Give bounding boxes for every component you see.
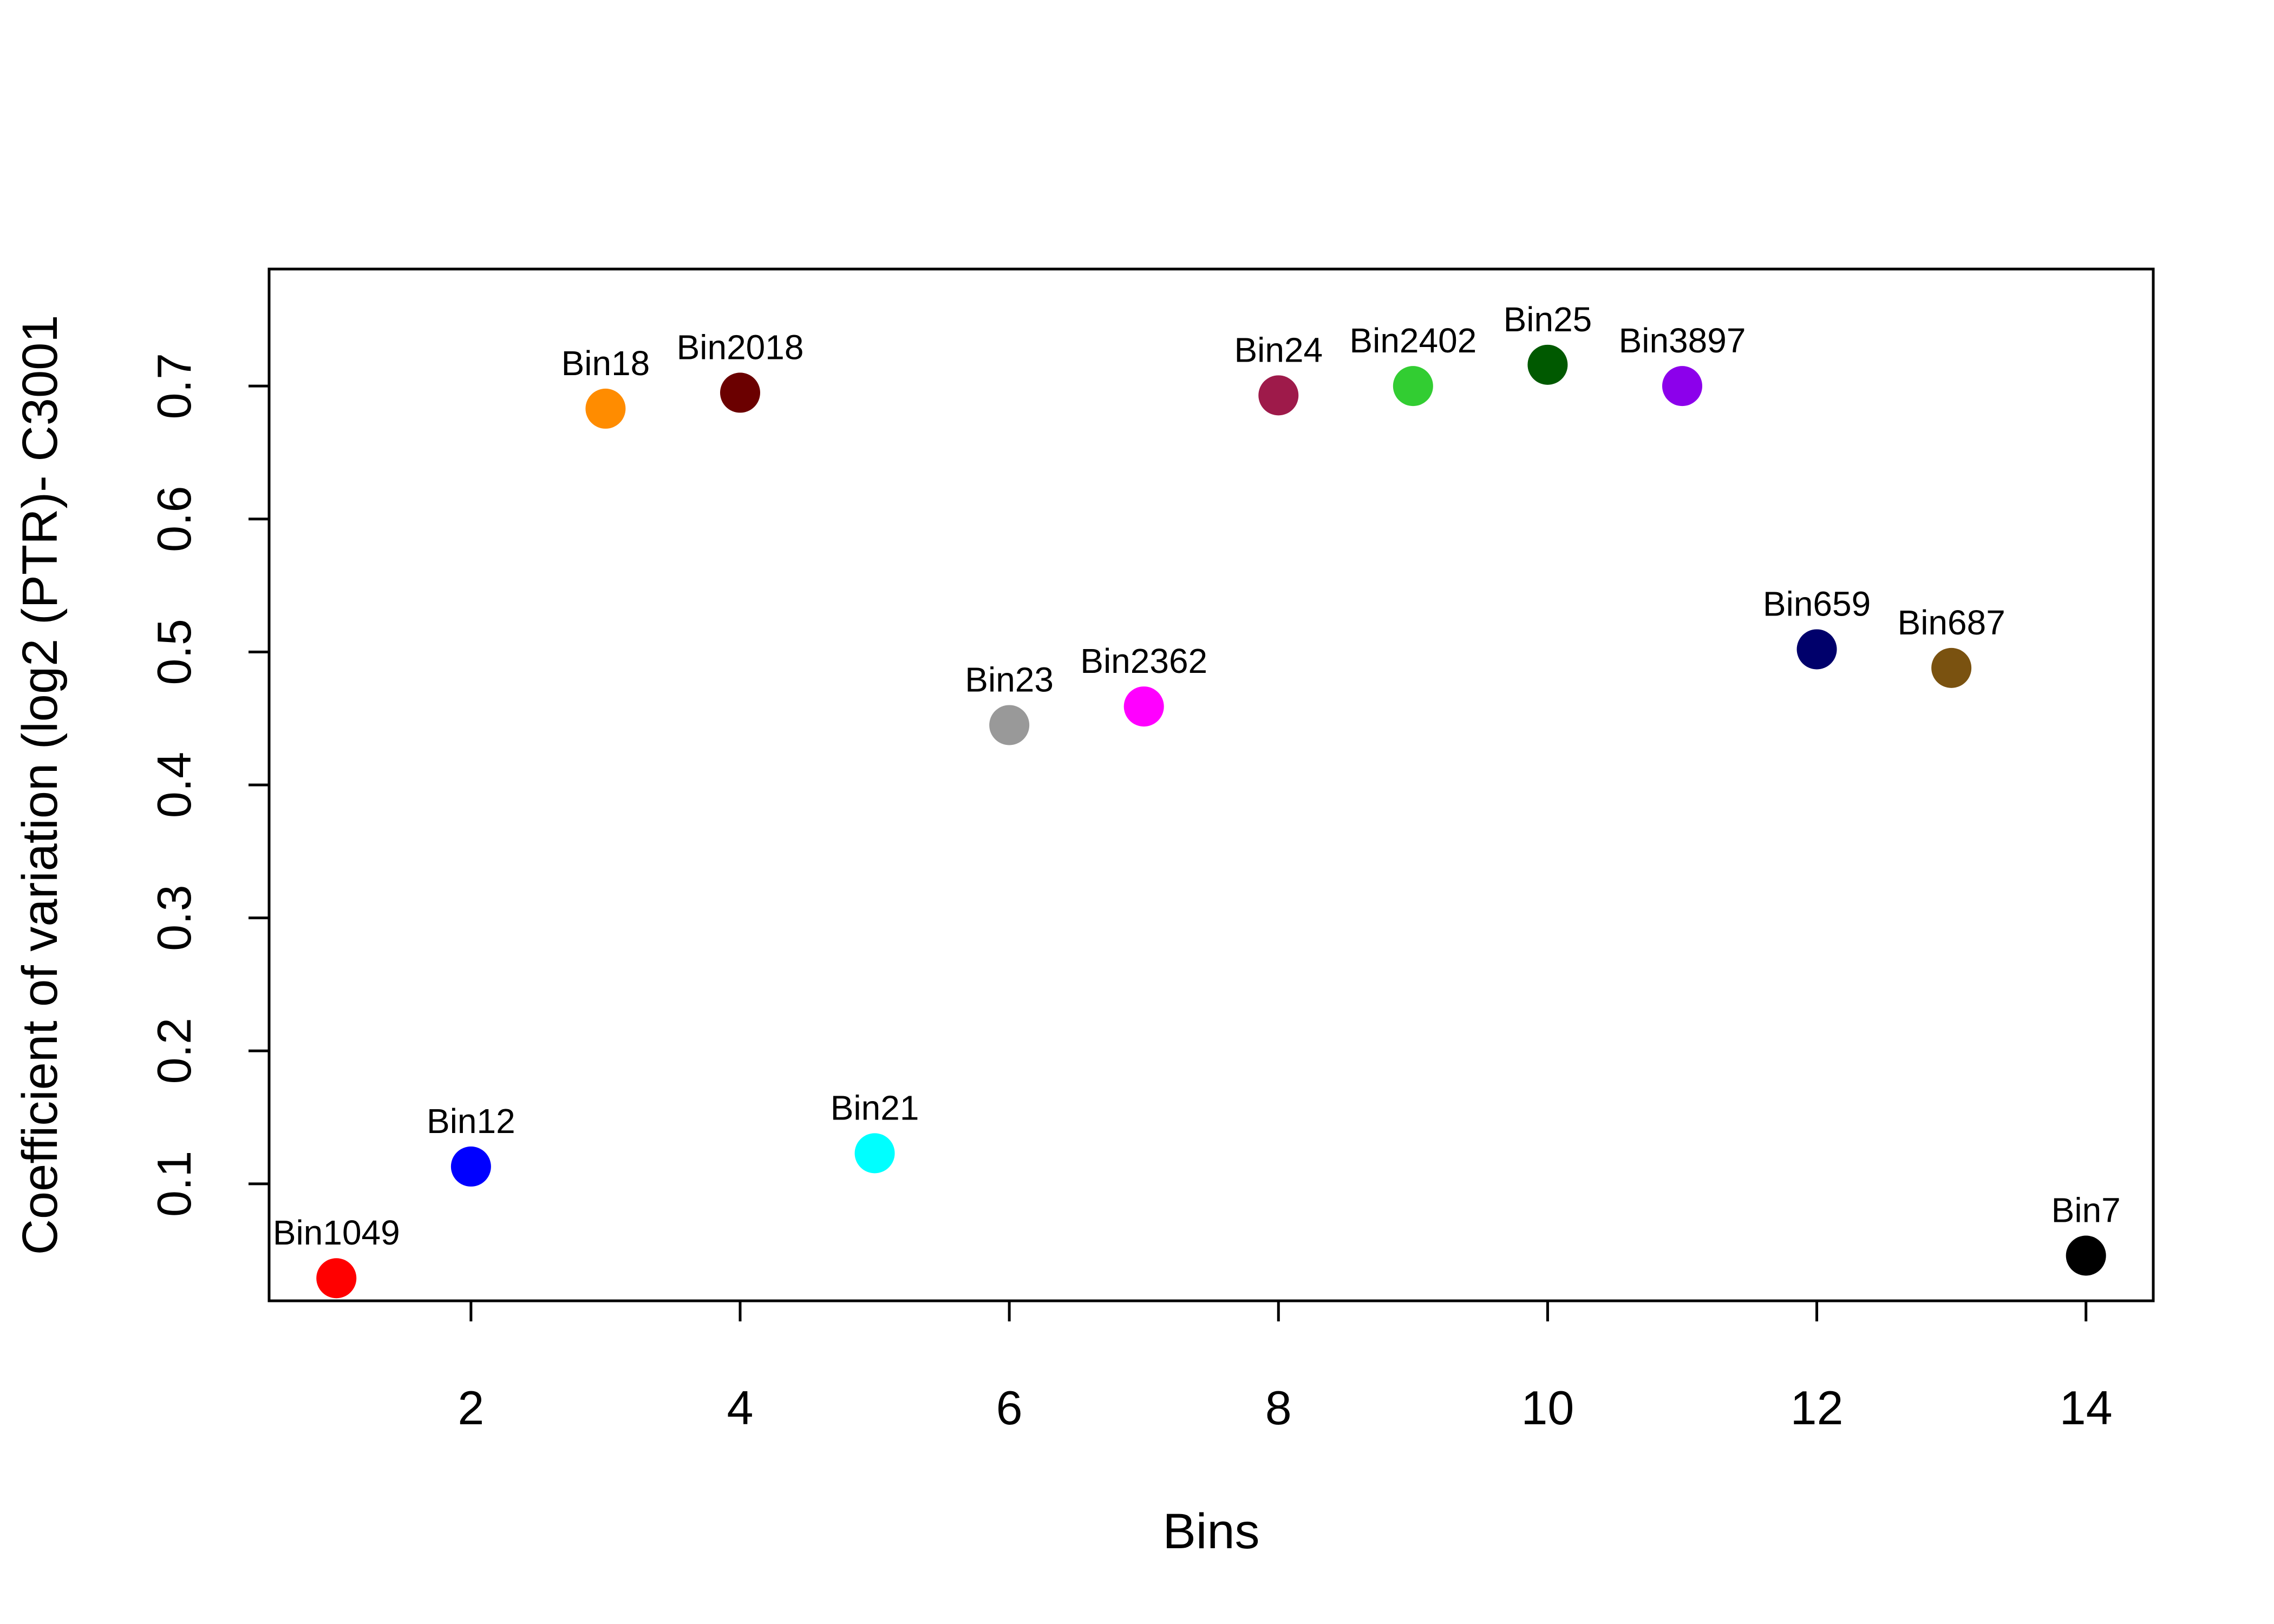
point-label: Bin2018 — [677, 328, 804, 366]
data-point — [1258, 375, 1299, 416]
point-label: Bin18 — [561, 344, 650, 383]
y-tick-label: 0.4 — [147, 752, 201, 818]
point-label: Bin1049 — [273, 1213, 400, 1252]
y-axis: 0.1 0.2 0.3 0.4 0.5 0.6 0.7 — [147, 353, 271, 1217]
x-tick-label: 10 — [1521, 1381, 1574, 1435]
point-label: Bin21 — [831, 1088, 919, 1127]
x-tick-label: 14 — [2060, 1381, 2113, 1435]
data-point — [1796, 629, 1837, 670]
plot-frame — [267, 267, 2155, 1302]
point-label: Bin2402 — [1349, 321, 1476, 360]
y-tick-label: 0.7 — [147, 353, 201, 419]
y-tick-label: 0.1 — [147, 1151, 201, 1217]
data-point — [1662, 366, 1702, 407]
data-point — [450, 1146, 491, 1187]
x-tick-label: 8 — [1265, 1381, 1292, 1435]
point-label: Bin659 — [1763, 584, 1871, 623]
y-axis-title: Coefficient of variation (log2 (PTR)- C3… — [12, 315, 68, 1255]
point-labels: Bin1049 Bin12 Bin18 Bin2018 Bin21 Bin23 Bin236… — [273, 300, 2121, 1252]
data-point — [989, 705, 1030, 745]
data-point — [585, 388, 626, 429]
y-tick-label: 0.2 — [147, 1018, 201, 1084]
data-point — [1527, 344, 1568, 385]
y-tick-label: 0.6 — [147, 486, 201, 552]
x-tick-label: 4 — [727, 1381, 754, 1435]
x-axis: 2 4 6 8 10 12 14 — [458, 1299, 2113, 1435]
y-tick-label: 0.3 — [147, 885, 201, 951]
point-label: Bin3897 — [1619, 321, 1746, 360]
data-point — [1931, 647, 1972, 688]
point-label: Bin25 — [1504, 300, 1592, 339]
point-label: Bin24 — [1234, 330, 1323, 369]
point-label: Bin2362 — [1080, 641, 1207, 680]
point-label: Bin687 — [1898, 603, 2005, 642]
data-point — [2066, 1235, 2106, 1276]
x-axis-title: Bins — [1163, 1504, 1260, 1559]
data-point — [316, 1258, 357, 1299]
y-tick-label: 0.5 — [147, 619, 201, 685]
data-point — [854, 1133, 895, 1174]
data-points — [316, 344, 2106, 1299]
data-point — [1393, 366, 1433, 407]
point-label: Bin23 — [965, 660, 1054, 699]
data-point — [720, 372, 760, 413]
point-label: Bin12 — [427, 1102, 515, 1141]
x-tick-label: 2 — [458, 1381, 484, 1435]
data-point — [1123, 686, 1164, 727]
x-tick-label: 6 — [996, 1381, 1023, 1435]
x-tick-label: 12 — [1791, 1381, 1844, 1435]
point-label: Bin7 — [2051, 1190, 2121, 1229]
